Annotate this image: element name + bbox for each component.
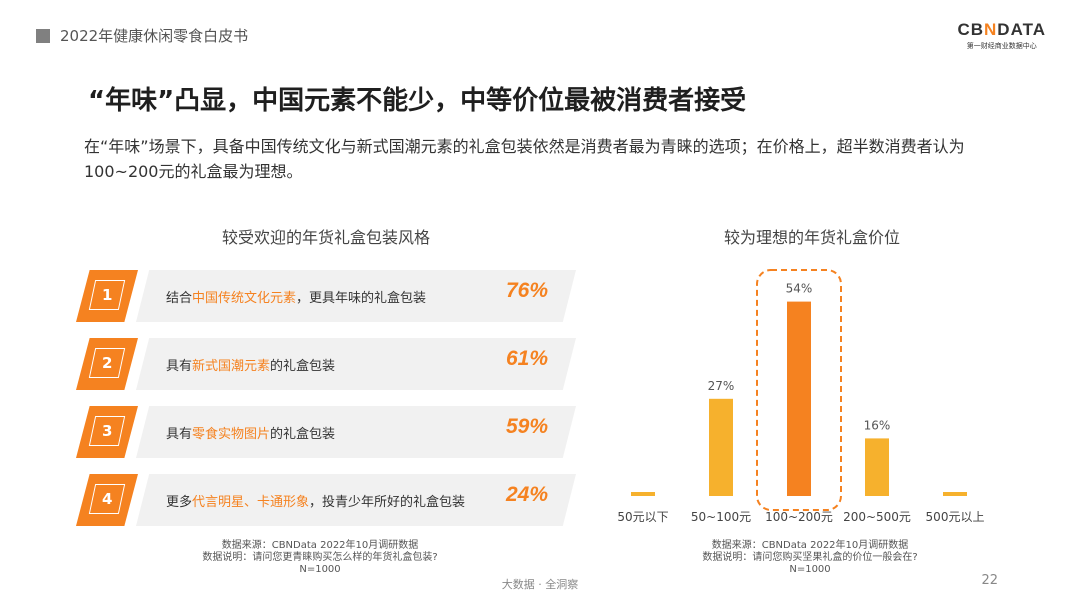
package-style-row: 3 具有零食实物图片的礼盒包装 59%: [76, 406, 576, 458]
category-label: 50元以下: [617, 510, 668, 524]
category-label: 500元以上: [926, 510, 985, 524]
row-label-pre: 具有: [166, 427, 193, 442]
row-label-pre: 更多: [166, 495, 193, 510]
category-label: 50~100元: [691, 510, 751, 524]
bar-1: [709, 398, 733, 496]
left-panel-note: 数据来源：CBNData 2022年10月调研数据 数据说明：请问您更青睐购买怎…: [170, 540, 470, 576]
page-title: “年味”凸显，中国元素不能少，中等价位最被消费者接受: [88, 86, 747, 116]
bar-value-label: 16%: [864, 418, 891, 432]
row-band: [136, 338, 576, 390]
row-label-post: 的礼盒包装: [270, 359, 336, 374]
page-description: 在“年味”场景下，具备中国传统文化与新式国潮元素的礼盒包装依然是消费者最为青睐的…: [84, 137, 965, 181]
row-band: [136, 406, 576, 458]
row-band: [136, 474, 576, 526]
rank-number: 3: [101, 422, 113, 440]
footer-slogan: 大数据 · 全洞察: [501, 578, 579, 591]
bar-value-label: 54%: [786, 282, 813, 296]
report-header: 2022年健康休闲零食白皮书: [36, 25, 248, 46]
row-percentage: 24%: [505, 483, 548, 506]
row-percentage: 59%: [505, 415, 548, 438]
rank-number: 1: [101, 286, 113, 304]
note-sample: N=1000: [789, 564, 831, 575]
row-label-pre: 具有: [166, 359, 193, 374]
category-label: 100~200元: [765, 510, 833, 524]
rank-number: 2: [101, 354, 113, 372]
rank-number: 4: [101, 490, 113, 508]
row-percentage: 61%: [505, 347, 548, 370]
package-style-row: 2 具有新式国潮元素的礼盒包装 61%: [76, 338, 576, 390]
rank-badge: 1: [88, 280, 126, 310]
bar-2: [787, 301, 811, 496]
cbndata-logo: CBNDATA 第一财经商业数据中心: [957, 20, 1046, 51]
bar-0: [631, 492, 655, 496]
category-label: 200~500元: [843, 510, 911, 524]
note-source: 数据来源：CBNData 2022年10月调研数据: [711, 540, 909, 551]
package-style-row: 4 更多代言明星、卡通形象，投青少年所好的礼盒包装 24%: [76, 474, 576, 526]
logo-tagline: 第一财经商业数据中心: [966, 42, 1037, 50]
row-label-highlight: 零食实物图片: [192, 427, 271, 442]
highlight-frame: [756, 269, 842, 511]
row-label-highlight: 中国传统文化元素: [192, 291, 297, 306]
row-label-highlight: 新式国潮元素: [192, 359, 271, 374]
note-sample: N=1000: [299, 564, 341, 575]
row-label: 更多代言明星、卡通形象，投青少年所好的礼盒包装: [166, 491, 465, 510]
right-panel-title: 较为理想的年货礼盒价位: [724, 228, 901, 247]
report-title: 2022年健康休闲零食白皮书: [60, 27, 249, 45]
bar-value-label: 27%: [708, 379, 735, 393]
package-style-row: 1 结合中国传统文化元素，更具年味的礼盒包装 76%: [76, 270, 576, 322]
header-square-icon: [36, 28, 50, 43]
rank-badge: 2: [88, 348, 126, 378]
row-label: 具有新式国潮元素的礼盒包装: [166, 355, 335, 374]
logo-wordmark: CBNDATA: [957, 20, 1046, 39]
bar-4: [943, 492, 967, 496]
row-band: [136, 270, 576, 322]
note-source: 数据来源：CBNData 2022年10月调研数据: [221, 540, 419, 551]
row-label-pre: 结合: [166, 291, 193, 306]
rank-badge: 4: [88, 484, 126, 514]
bar-3: [865, 438, 889, 496]
row-label-highlight: 代言明星、卡通形象: [192, 495, 310, 510]
row-label-post: 的礼盒包装: [270, 427, 336, 442]
rank-badge: 3: [88, 416, 126, 446]
row-label-post: ，更具年味的礼盒包装: [296, 291, 427, 306]
row-label-post: ，投青少年所好的礼盒包装: [309, 495, 466, 510]
price-bar-chart: 50元以下 27% 50~100元 54% 100~200元 16% 200~500元 500…: [617, 269, 985, 524]
note-explain: 数据说明：请问您更青睐购买怎么样的年货礼盒包装?: [202, 552, 438, 563]
row-label: 结合中国传统文化元素，更具年味的礼盒包装: [166, 287, 426, 306]
row-label: 具有零食实物图片的礼盒包装: [166, 423, 335, 442]
page-number: 22: [981, 573, 998, 588]
row-percentage: 76%: [505, 279, 548, 302]
note-explain: 数据说明：请问您购买坚果礼盒的价位一般会在?: [702, 552, 918, 563]
right-panel-note: 数据来源：CBNData 2022年10月调研数据 数据说明：请问您购买坚果礼盒…: [660, 540, 960, 576]
left-panel-title: 较受欢迎的年货礼盒包装风格: [222, 228, 431, 247]
